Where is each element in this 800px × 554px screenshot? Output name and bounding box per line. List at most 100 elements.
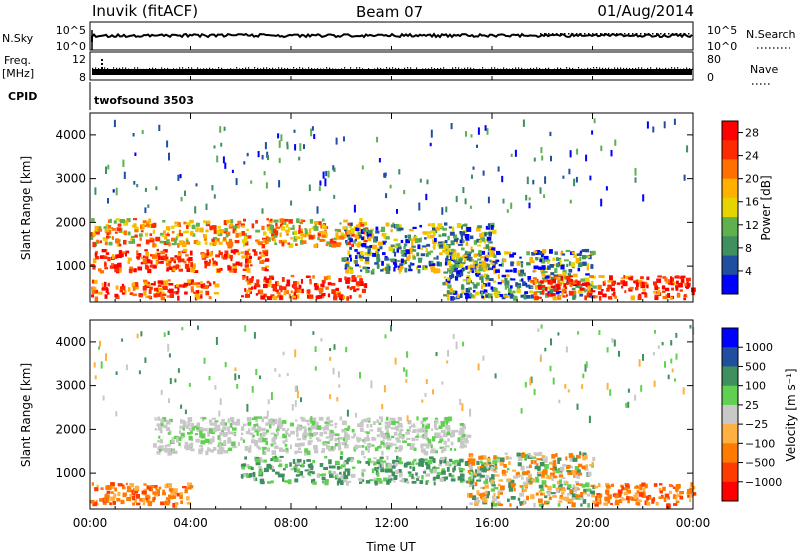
- power-cell: [407, 234, 411, 239]
- velocity-cell: [540, 458, 545, 461]
- velocity-cell: [558, 500, 563, 503]
- power-cell: [360, 269, 363, 272]
- velocity-cell: [275, 428, 279, 433]
- power-cell: [389, 184, 392, 189]
- power-cell: [247, 260, 252, 264]
- power-cell: [104, 267, 109, 270]
- velocity-cell: [459, 477, 465, 482]
- velocity-cell: [388, 474, 392, 479]
- velocity-cell: [424, 458, 428, 461]
- velocity-cell: [424, 432, 428, 438]
- power-cell: [675, 280, 679, 285]
- power-cell: [316, 206, 319, 214]
- velocity-cell: [498, 489, 502, 493]
- freq-speck: [638, 67, 640, 69]
- velocity-cell: [383, 477, 388, 482]
- velocity-cell: [466, 493, 471, 498]
- power-cell: [390, 224, 395, 228]
- velocity-cell: [382, 437, 387, 440]
- velocity-cell: [433, 476, 439, 479]
- velocity-cell: [673, 503, 678, 506]
- velocity-cell: [278, 427, 282, 430]
- power-cell: [275, 281, 279, 286]
- velocity-cell: [155, 487, 158, 491]
- velocity-cell: [167, 432, 171, 435]
- velocity-cell: [560, 472, 563, 475]
- power-cell: [364, 283, 368, 289]
- power-cell: [561, 288, 566, 293]
- power-cell: [146, 284, 151, 287]
- velocity-cell: [351, 457, 355, 460]
- power-cell: [300, 279, 303, 284]
- power-cell: [351, 243, 355, 247]
- power-cell: [107, 198, 109, 204]
- velocity-cell: [212, 427, 216, 433]
- velocity-cell: [296, 432, 299, 438]
- power-cell: [286, 279, 291, 285]
- power-cell: [503, 258, 507, 263]
- power-cell: [436, 261, 440, 267]
- freq-speck: [440, 67, 442, 70]
- freq-speck: [653, 68, 655, 71]
- power-cell: [455, 264, 461, 268]
- velocity-cell: [354, 444, 359, 450]
- power-cell: [174, 224, 180, 227]
- power-cell: [572, 280, 577, 284]
- power-cell: [564, 286, 568, 290]
- power-cell: [229, 223, 234, 227]
- velocity-cell: [217, 449, 222, 455]
- power-cell: [269, 229, 272, 234]
- power-cell: [304, 228, 307, 231]
- nsearch-dot: [576, 33, 578, 35]
- velocity-cell: [297, 451, 303, 454]
- velocity-cell: [399, 428, 404, 432]
- power-cell: [143, 280, 148, 285]
- power-cell: [150, 260, 153, 265]
- velocity-cell: [439, 459, 443, 464]
- power-cell: [473, 253, 478, 258]
- nsky-line: [91, 32, 693, 42]
- velocity-cell: [493, 470, 498, 473]
- power-cell: [144, 249, 148, 252]
- power-cell: [493, 267, 496, 272]
- power-cell: [271, 283, 277, 288]
- velocity-cell: [329, 356, 332, 361]
- velocity-cell: [256, 430, 259, 436]
- velocity-cell: [153, 496, 156, 501]
- power-cell: [481, 278, 484, 284]
- velocity-cell: [675, 484, 681, 489]
- velocity-cell: [663, 497, 667, 502]
- power-cell: [532, 277, 537, 280]
- power-cell: [222, 257, 228, 260]
- power-cell: [243, 242, 246, 247]
- velocity-cell: [154, 428, 158, 431]
- power-cell: [267, 155, 269, 161]
- velocity-cell: [404, 478, 408, 483]
- power-cell: [576, 253, 580, 256]
- nave-dot: [101, 63, 103, 65]
- velocity-cell: [401, 437, 405, 440]
- velocity-cell: [358, 478, 363, 481]
- nsearch-dot: [624, 33, 626, 35]
- power-cell: [654, 294, 659, 297]
- power-cell: [593, 118, 596, 124]
- velocity-cell: [297, 447, 302, 450]
- freq-speck: [590, 68, 592, 70]
- velocity-cell: [323, 466, 328, 471]
- velocity-cell: [178, 442, 181, 446]
- power-cell: [642, 281, 648, 285]
- power-cell: [160, 232, 164, 236]
- velocity-cell: [383, 385, 386, 393]
- power-cell: [679, 289, 683, 292]
- power-cell: [579, 287, 585, 291]
- velocity-cell: [168, 494, 172, 497]
- velocity-cell: [478, 476, 482, 481]
- velocity-cell: [294, 349, 297, 358]
- power-cell: [680, 278, 685, 284]
- power-cell: [228, 225, 233, 229]
- velocity-cell: [367, 462, 370, 466]
- velocity-cell: [203, 428, 208, 432]
- power-cell: [349, 238, 353, 243]
- power-cell: [544, 176, 547, 184]
